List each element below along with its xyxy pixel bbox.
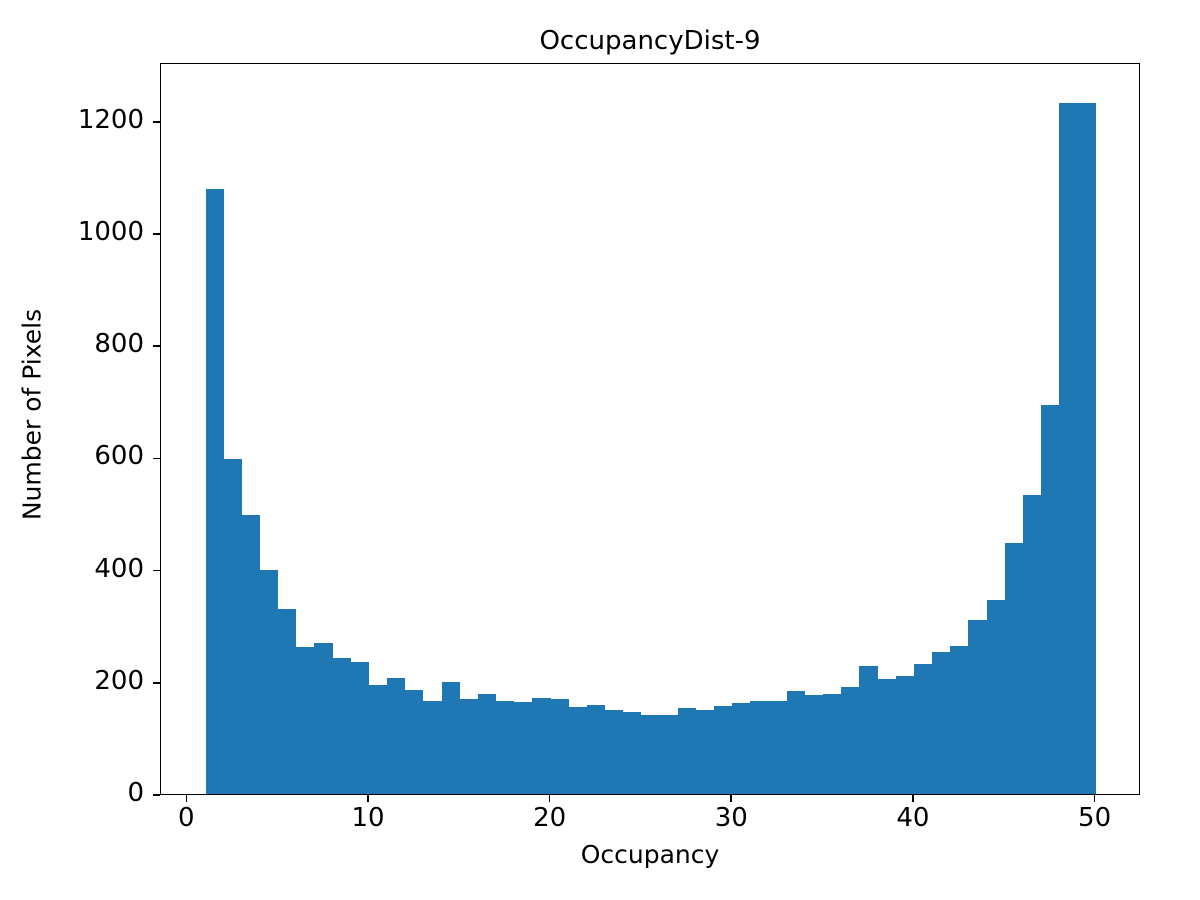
histogram-bar [350, 661, 369, 794]
y-tick-label: 400 [94, 553, 144, 584]
histogram-bar [568, 706, 587, 794]
histogram-bar [278, 608, 297, 794]
x-tick-label: 0 [178, 803, 195, 833]
histogram-bar [496, 700, 515, 794]
histogram-bar [986, 600, 1005, 794]
histogram-bar [532, 697, 551, 794]
x-tick-mark [548, 795, 551, 802]
histogram-bar [677, 707, 696, 794]
histogram-bar [768, 700, 787, 794]
y-tick-label: 1200 [77, 104, 144, 135]
plot-area [160, 63, 1140, 795]
x-tick-label: 40 [896, 803, 930, 833]
histogram-bar [895, 676, 914, 794]
histogram-bar [859, 666, 878, 794]
chart-title: OccupancyDist-9 [539, 26, 761, 56]
histogram-bar [732, 702, 751, 794]
histogram-bar [314, 642, 333, 794]
y-tick-label: 600 [94, 441, 144, 472]
histogram-bar [368, 685, 388, 794]
x-tick-label: 20 [533, 803, 567, 833]
histogram-bar [877, 679, 896, 794]
histogram-bar [586, 705, 606, 794]
histogram-bar [296, 647, 315, 794]
y-tick-label: 200 [94, 665, 144, 696]
histogram-bar [259, 569, 279, 794]
y-tick-mark [153, 233, 160, 235]
y-tick-mark [153, 457, 160, 460]
x-tick-label: 50 [1078, 803, 1112, 833]
y-tick-label: 1000 [77, 217, 144, 248]
x-tick-mark [367, 795, 369, 802]
histogram-bar [405, 689, 424, 794]
histogram-bar [659, 714, 678, 794]
x-tick-label: 10 [351, 803, 385, 833]
histogram-bar [823, 694, 842, 794]
histogram-bar [477, 694, 497, 794]
histogram-bar [1041, 404, 1060, 794]
x-tick-mark [185, 795, 188, 802]
histogram-bars [161, 64, 1139, 794]
histogram-bar [1059, 102, 1078, 794]
y-tick-mark [153, 121, 160, 123]
histogram-bar [1022, 495, 1042, 794]
x-tick-mark [1093, 795, 1096, 802]
histogram-bar [786, 691, 805, 794]
histogram-bar [387, 677, 406, 794]
histogram-bar [459, 699, 478, 794]
histogram-bar [695, 709, 715, 794]
histogram-bar [205, 189, 224, 794]
histogram-bar [804, 695, 824, 794]
histogram-bar [332, 657, 351, 794]
y-tick-mark [153, 569, 160, 572]
histogram-bar [714, 705, 733, 794]
x-axis-label: Occupancy [580, 840, 720, 869]
x-tick-mark [730, 795, 733, 802]
y-tick-mark [153, 794, 160, 796]
histogram-bar [514, 702, 533, 794]
histogram-bar [932, 651, 951, 794]
y-tick-label: 800 [94, 329, 144, 360]
histogram-bar [750, 701, 769, 794]
histogram-bar [241, 514, 260, 794]
x-tick-label: 30 [714, 803, 748, 833]
histogram-bar [223, 458, 242, 794]
x-tick-mark [912, 795, 914, 802]
y-tick-mark [153, 682, 160, 684]
histogram-bar [623, 712, 642, 794]
histogram-bar [1004, 543, 1023, 794]
y-tick-label: 0 [127, 778, 144, 808]
histogram-bar [423, 701, 442, 794]
histogram-bar [550, 698, 569, 794]
histogram-bar [913, 664, 933, 794]
histogram-bar [950, 645, 969, 794]
histogram-bar [605, 709, 624, 794]
histogram-bar [841, 686, 860, 794]
y-tick-mark [153, 345, 160, 348]
histogram-bar [441, 681, 460, 794]
histogram-bar [968, 620, 987, 794]
histogram-bar [1077, 102, 1096, 794]
histogram-bar [641, 715, 660, 794]
y-axis-label: Number of Pixels [17, 308, 47, 521]
